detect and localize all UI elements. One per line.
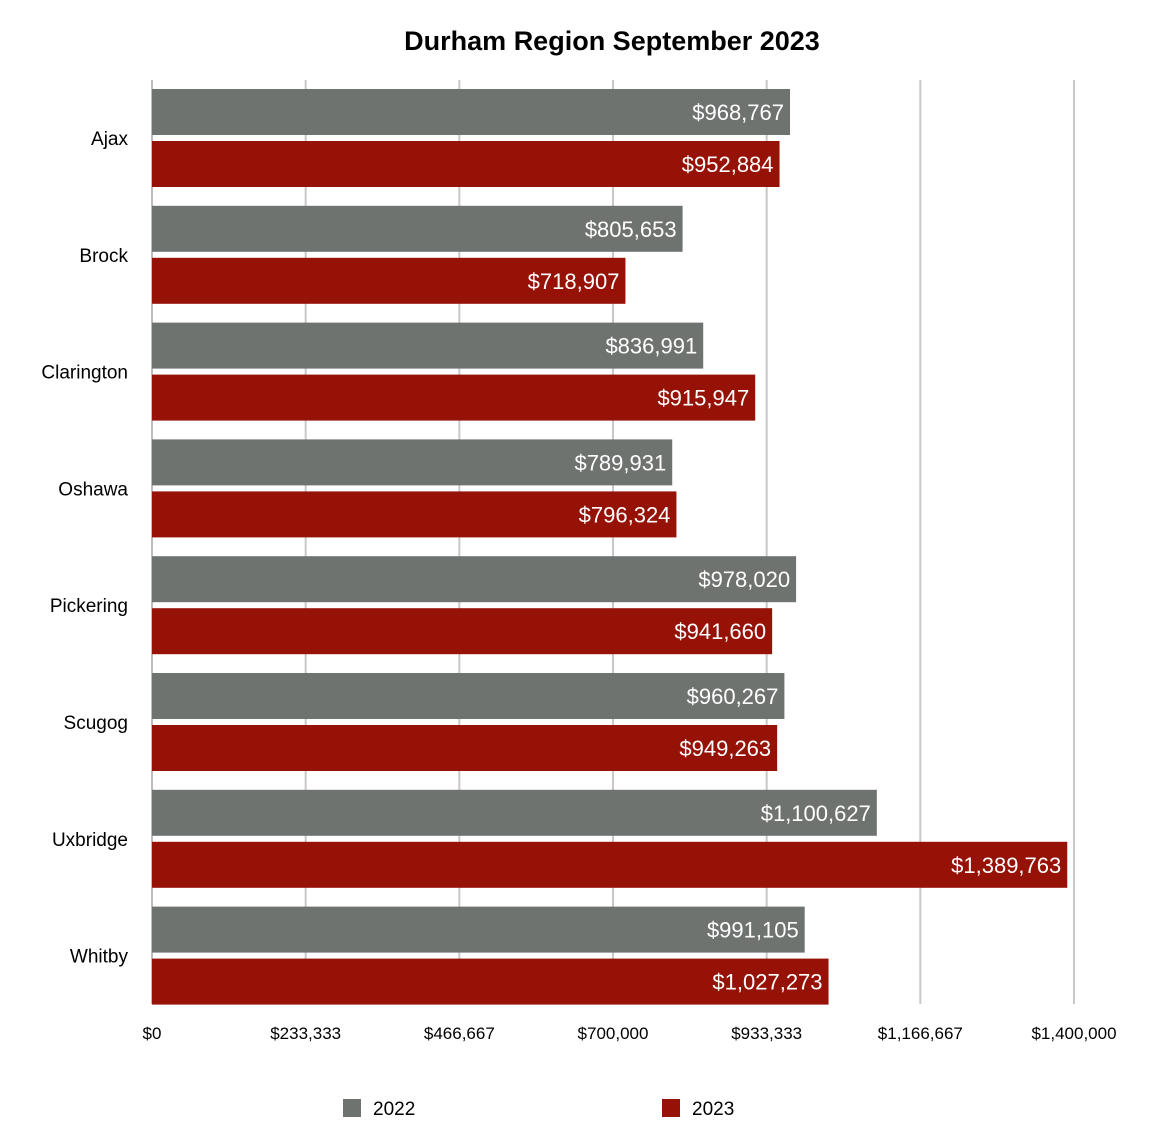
category-label: Whitby	[70, 947, 129, 968]
data-label: $805,653	[585, 217, 677, 242]
bar-2023	[152, 141, 780, 187]
data-label: $968,767	[692, 100, 784, 125]
data-label: $991,105	[707, 918, 799, 943]
bar-2022	[152, 673, 785, 719]
x-tick-label: $933,333	[731, 1024, 802, 1043]
category-label: Ajax	[91, 129, 128, 150]
data-label: $978,020	[698, 567, 790, 592]
bar-2022	[152, 205, 683, 252]
bar-2023	[152, 841, 1068, 888]
bar-2022	[152, 906, 805, 953]
bar-2022	[152, 556, 797, 603]
legend-label: 2023	[692, 1099, 734, 1120]
x-tick-label: $466,667	[424, 1024, 495, 1043]
chart-title: Durham Region September 2023	[404, 26, 820, 56]
data-label: $1,100,627	[761, 801, 871, 826]
bars: $968,767 $952,884 $805,653 $718,907 $836,991…	[152, 89, 1068, 1005]
bar-2022	[152, 89, 791, 135]
x-tick-label: $1,166,667	[878, 1024, 963, 1043]
category-label: Brock	[79, 246, 128, 267]
category-label: Pickering	[50, 596, 128, 617]
data-label: $789,931	[574, 450, 666, 475]
category-labels: Ajax Brock Clarington Oshawa Pickering Scugog…	[41, 129, 128, 968]
bar-2023	[152, 958, 829, 1005]
bar-2022	[152, 439, 673, 486]
data-label: $718,907	[528, 269, 620, 294]
data-label: $1,389,763	[951, 853, 1061, 878]
legend-swatch-2022	[343, 1099, 361, 1117]
data-label: $1,027,273	[712, 970, 822, 995]
data-label: $836,991	[605, 334, 697, 359]
x-tick-labels: $0 $233,333 $466,667 $700,000 $933,333 $1,166…	[143, 1024, 1117, 1043]
bar-2023	[152, 257, 626, 304]
data-label: $960,267	[687, 684, 779, 709]
category-label: Scugog	[64, 713, 128, 734]
data-label: $952,884	[682, 152, 774, 177]
x-tick-label: $1,400,000	[1031, 1024, 1116, 1043]
x-tick-label: $700,000	[578, 1024, 649, 1043]
x-tick-label: $0	[143, 1024, 162, 1043]
data-label: $915,947	[657, 386, 749, 411]
category-label: Clarington	[41, 363, 128, 384]
bar-2023	[152, 608, 773, 655]
legend-label: 2022	[373, 1099, 415, 1120]
bar-2023	[152, 374, 756, 421]
data-label: $941,660	[674, 619, 766, 644]
category-label: Uxbridge	[52, 830, 128, 851]
x-tick-label: $233,333	[270, 1024, 341, 1043]
bar-2022	[152, 789, 877, 836]
category-label: Oshawa	[58, 479, 128, 500]
data-label: $796,324	[579, 502, 671, 527]
bar-2022	[152, 322, 704, 369]
legend-swatch-2023	[662, 1099, 680, 1117]
bar-2023	[152, 725, 778, 771]
data-label: $949,263	[679, 736, 771, 761]
legend: 2022 2023	[343, 1099, 734, 1120]
bar-2023	[152, 491, 677, 538]
